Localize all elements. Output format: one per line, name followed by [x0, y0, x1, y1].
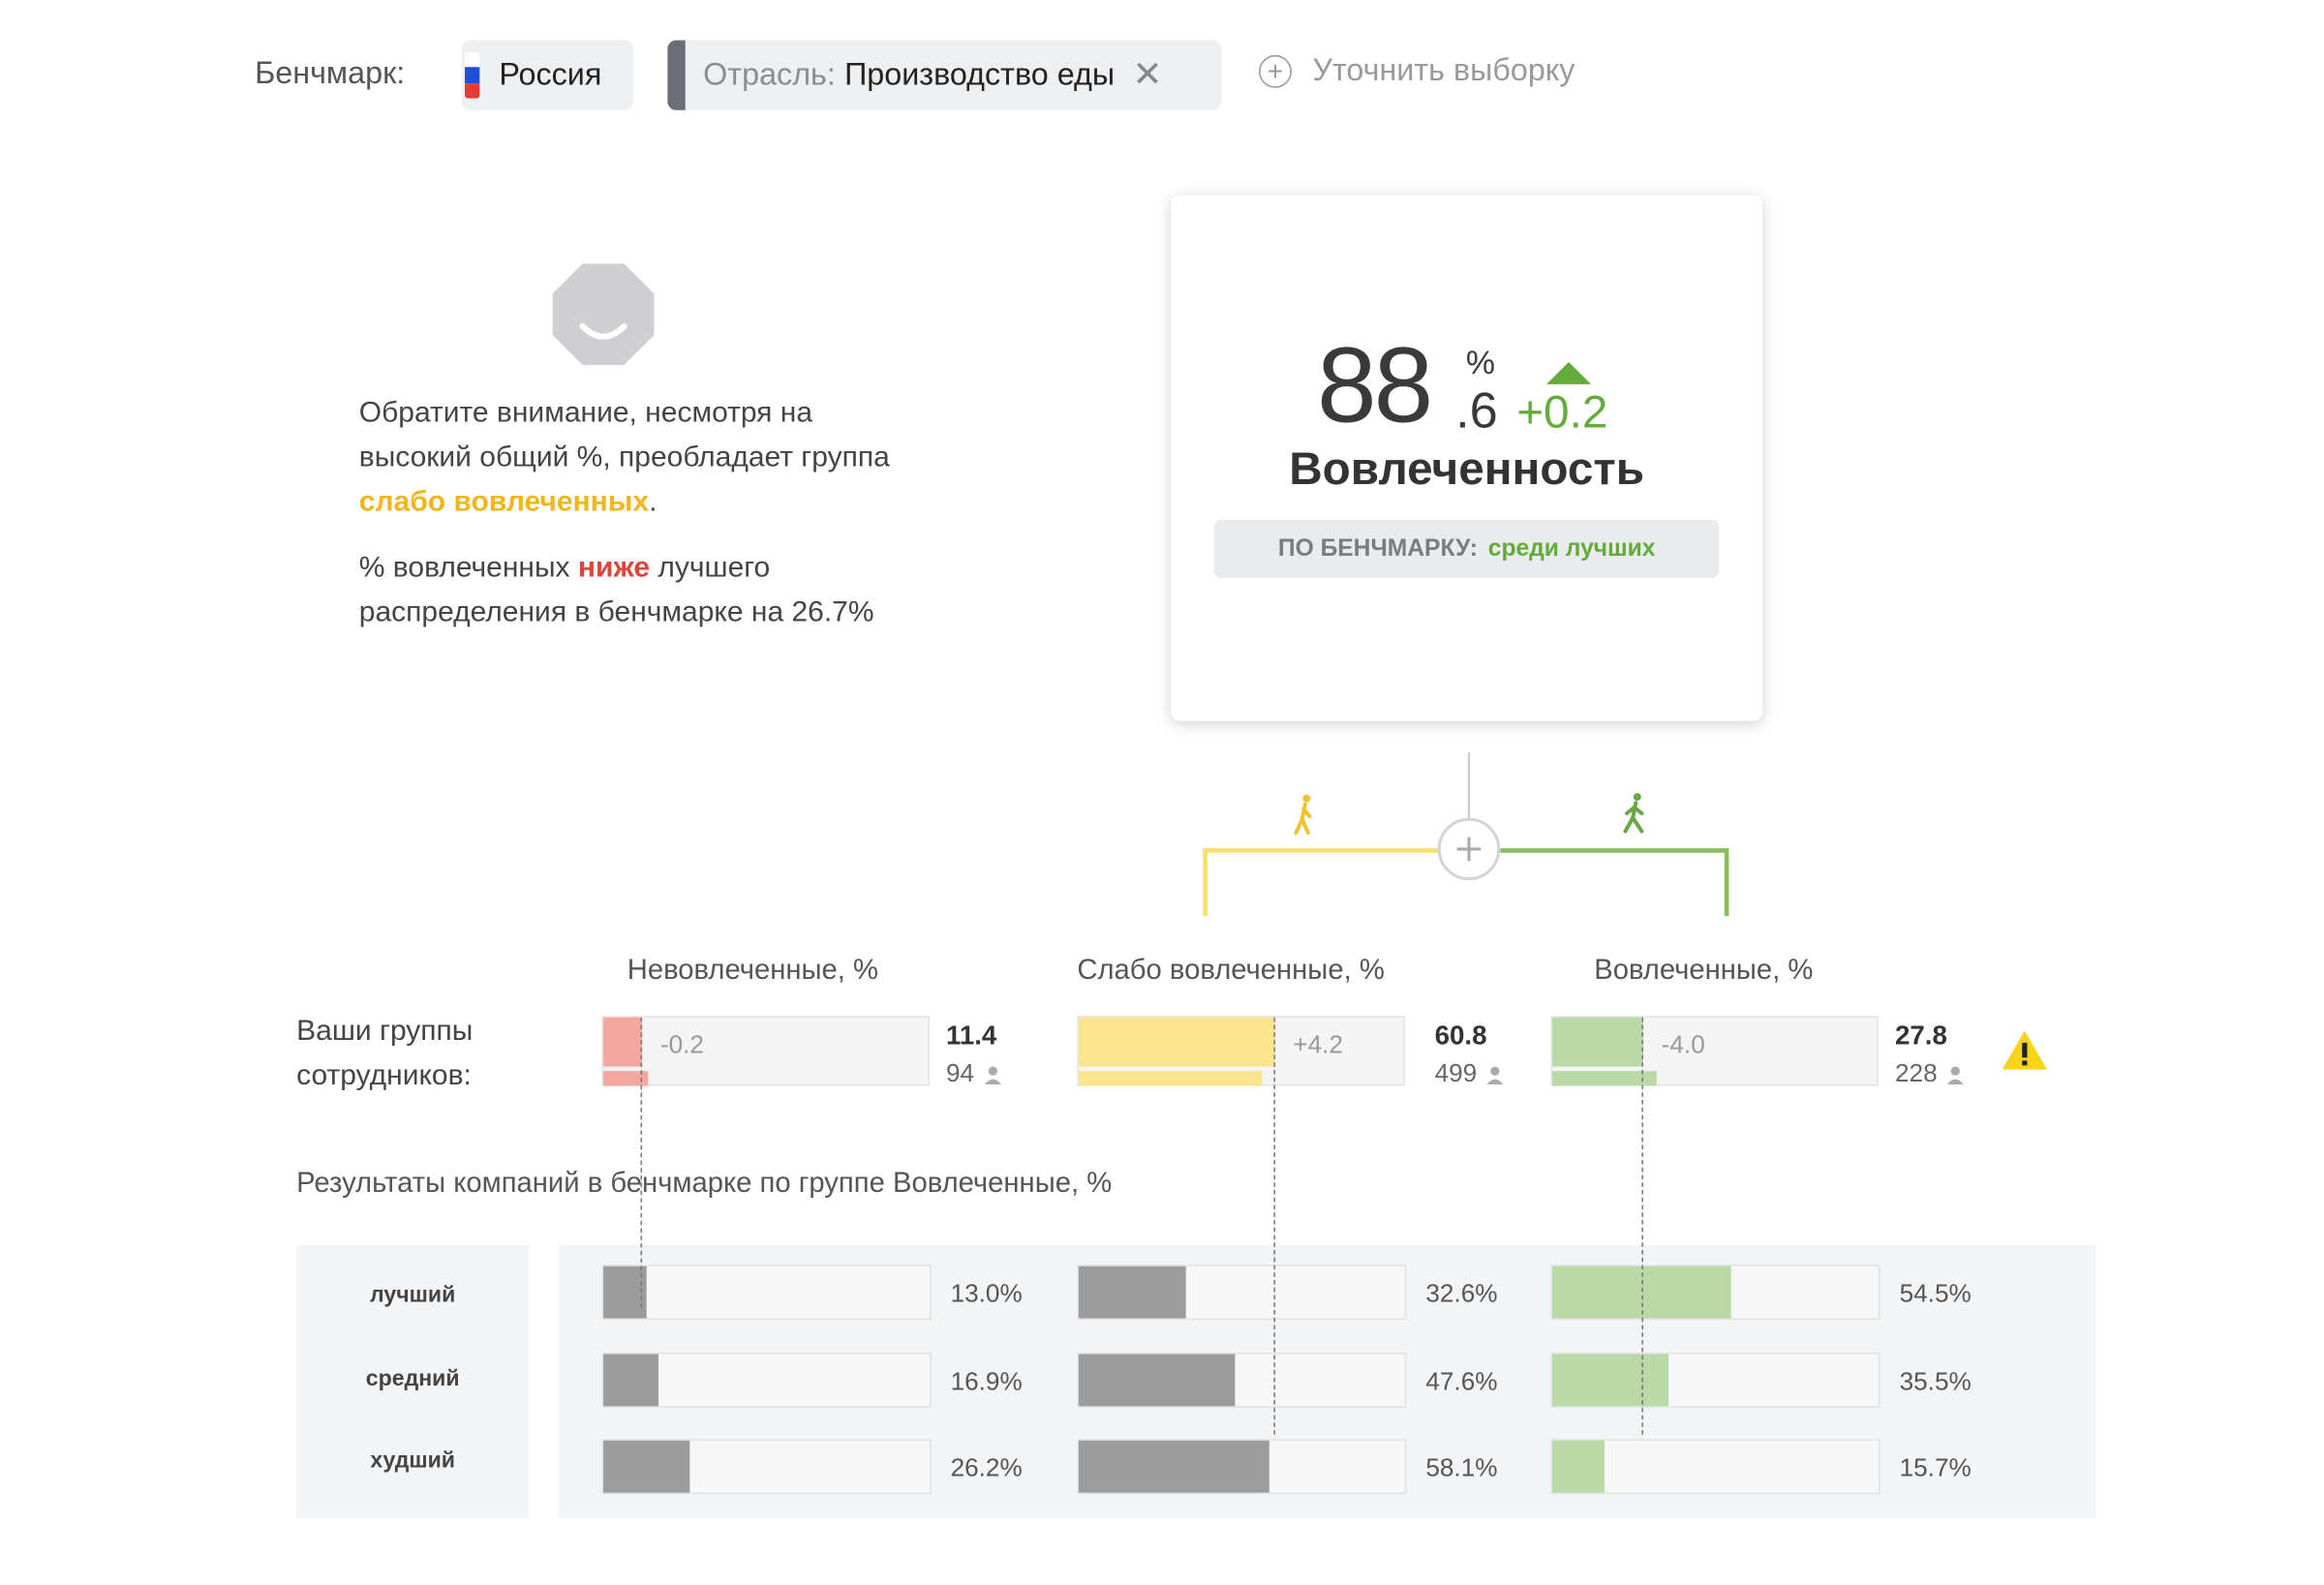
group-bar-fill [603, 1017, 643, 1067]
guide-line [640, 1017, 643, 1308]
benchmark-row-best: лучший [370, 1282, 456, 1308]
person-icon [984, 1065, 1001, 1084]
chip-industry-prefix: Отрасль: [703, 57, 836, 92]
benchmark-bar-value: 16.9% [950, 1367, 1023, 1396]
your-groups-label: Ваши группы сотрудников: [296, 1014, 474, 1092]
person-icon [1947, 1065, 1965, 1084]
group-bar-benchmark-fill [1078, 1071, 1262, 1086]
chip-country-label: Россия [499, 57, 602, 92]
benchmark-results-title: Результаты компаний в бенчмарке по групп… [296, 1168, 1113, 1200]
group-value-disengaged: 11.4 [945, 1020, 997, 1051]
group-value-engaged: 27.8 [1894, 1020, 1947, 1051]
engagement-title: Вовлеченность [1289, 442, 1645, 495]
group-bar-delta: -0.2 [659, 1030, 704, 1059]
group-bar-disengaged: -0.2 [601, 1016, 931, 1086]
benchmark-row-labels-panel [296, 1245, 530, 1518]
walking-person-yellow-icon [1294, 794, 1312, 836]
benchmark-bar [601, 1439, 932, 1495]
chip-industry-value: Производство еды [844, 57, 1116, 92]
engagement-delta: +0.2 [1516, 385, 1608, 439]
plus-circle-icon: + [1259, 54, 1292, 88]
engagement-card: 88 .6 % +0.2 Вовлеченность ПО БЕНЧМАРКУ:… [1171, 195, 1763, 721]
group-title-engaged: Вовлеченные, % [1594, 955, 1814, 987]
benchmark-bar-fill [603, 1354, 659, 1407]
refine-selection-label: Уточнить выборку [1312, 53, 1575, 88]
group-count-disengaged: 94 [946, 1059, 1002, 1089]
benchmark-bar-value: 15.7% [1899, 1453, 1972, 1482]
note-paragraph-2: % вовлеченных ниже лучшего распределения… [358, 551, 874, 629]
benchmark-bar [1077, 1439, 1407, 1495]
engagement-value-fraction: .6 [1455, 382, 1498, 440]
benchmark-bar-value: 35.5% [1899, 1367, 1972, 1396]
benchmark-bar [1077, 1352, 1407, 1408]
chip-marker [667, 40, 686, 110]
benchmark-bar-value: 26.2% [950, 1453, 1023, 1482]
group-bar-delta: -4.0 [1661, 1030, 1705, 1059]
benchmark-bar [1550, 1439, 1881, 1495]
group-bar-weakly-engaged: +4.2 [1077, 1016, 1405, 1086]
note-highlight-below: ниже [577, 551, 651, 585]
refine-selection-button[interactable]: + Уточнить выборку [1259, 53, 1575, 89]
benchmark-label: Бенчмарк: [255, 56, 406, 91]
benchmark-bar-fill [1552, 1265, 1731, 1319]
smiley-octagon-icon [552, 263, 655, 365]
benchmark-bar-value: 54.5% [1899, 1279, 1972, 1308]
group-title-disengaged: Невовлеченные, % [627, 955, 879, 987]
group-bar-engaged: -4.0 [1550, 1016, 1880, 1086]
benchmark-bar-value: 47.6% [1425, 1367, 1498, 1396]
group-value-weakly-engaged: 60.8 [1434, 1020, 1487, 1051]
warning-icon[interactable] [2001, 1029, 2048, 1071]
benchmark-status-value: среди лучших [1487, 535, 1656, 562]
benchmark-bar [1077, 1265, 1407, 1321]
benchmark-bar-fill [603, 1265, 647, 1319]
note-paragraph-1: Обратите внимание, несмотря на высокий о… [358, 396, 890, 519]
engagement-unit: % [1465, 344, 1495, 381]
benchmark-bar [1550, 1352, 1881, 1408]
benchmark-bar-fill [1552, 1354, 1669, 1407]
group-bar-delta: +4.2 [1293, 1030, 1343, 1059]
walking-person-green-icon [1623, 793, 1644, 834]
group-title-weakly-engaged: Слабо вовлеченные, % [1077, 955, 1385, 987]
benchmark-chip-country[interactable]: Россия [461, 40, 633, 110]
benchmark-bar-fill [1078, 1265, 1186, 1319]
note-highlight-weak: слабо вовлеченных [358, 485, 650, 519]
group-bar-fill [1552, 1017, 1644, 1067]
group-bar-fill [1078, 1017, 1275, 1067]
benchmark-bar-fill [1078, 1354, 1235, 1407]
benchmark-bar [601, 1352, 932, 1408]
group-count-weakly-engaged: 499 [1435, 1059, 1506, 1089]
benchmark-chip-industry[interactable]: Отрасль: Производство еды ✕ [667, 40, 1222, 110]
group-count-engaged: 228 [1895, 1059, 1966, 1089]
insight-note: Обратите внимание, несмотря на высокий о… [359, 390, 926, 655]
group-bar-benchmark-fill [1552, 1071, 1657, 1086]
benchmark-bar-fill [1078, 1440, 1269, 1493]
group-connector [1203, 751, 1729, 917]
benchmark-bar-fill [603, 1440, 689, 1493]
benchmark-row-worst: худший [370, 1448, 455, 1474]
benchmark-bar-value: 58.1% [1425, 1453, 1498, 1482]
engagement-value-integer: 88 [1317, 325, 1433, 446]
benchmark-bar-fill [1552, 1440, 1605, 1493]
benchmark-status-key: ПО БЕНЧМАРКУ: [1277, 535, 1478, 562]
benchmark-bar-value: 32.6% [1425, 1279, 1498, 1308]
benchmark-row-average: средний [365, 1365, 460, 1391]
person-icon [1486, 1065, 1504, 1084]
guide-line [1273, 1017, 1275, 1435]
benchmark-status-badge: ПО БЕНЧМАРКУ: среди лучших [1213, 519, 1720, 578]
russia-flag-icon [465, 51, 480, 99]
arrow-up-icon [1545, 361, 1592, 384]
group-bar-benchmark-fill [603, 1071, 649, 1086]
guide-line [1641, 1017, 1643, 1435]
close-icon[interactable]: ✕ [1132, 54, 1163, 96]
benchmark-bar [601, 1265, 932, 1321]
benchmark-bar-value: 13.0% [950, 1279, 1023, 1308]
benchmark-bar [1550, 1265, 1881, 1321]
